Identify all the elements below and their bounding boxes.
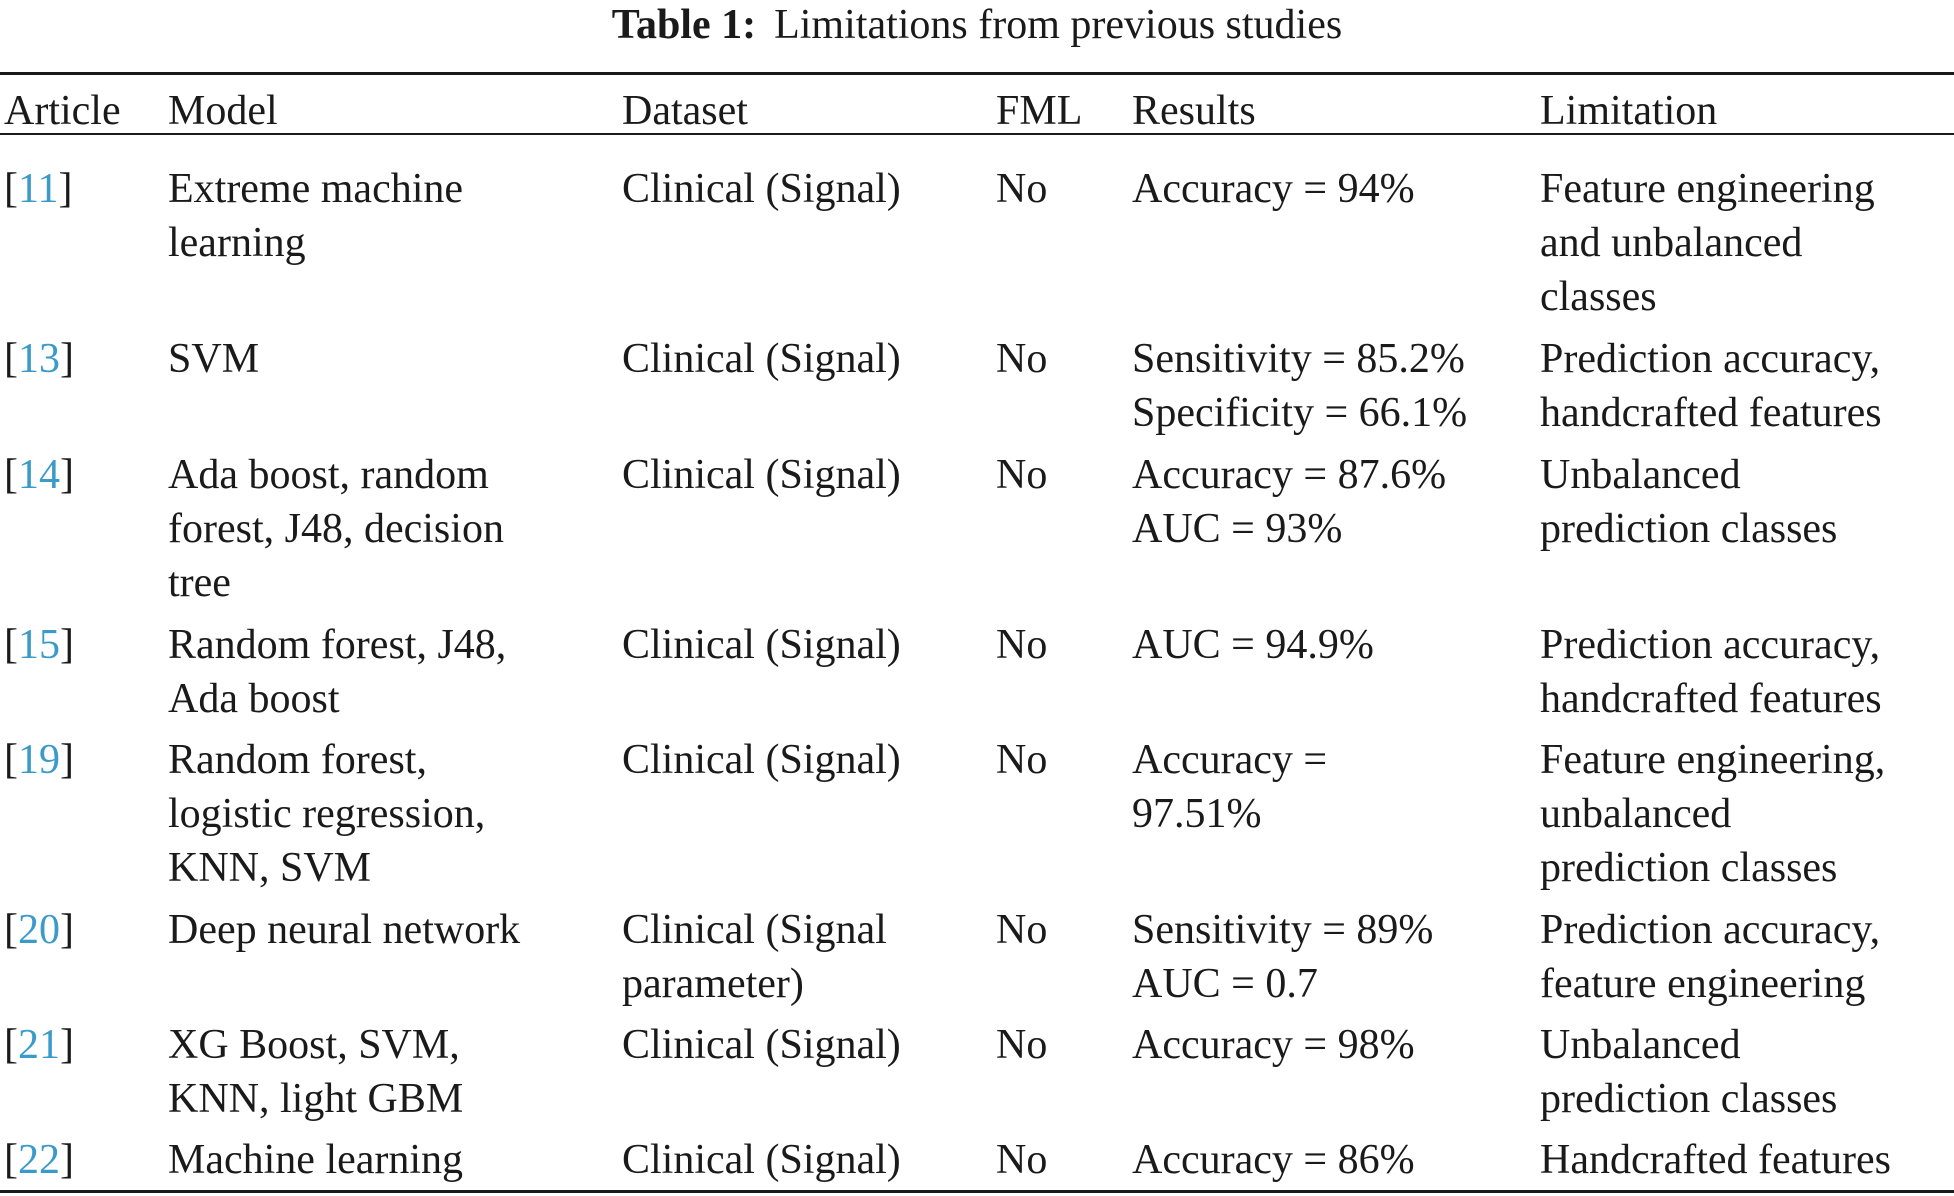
table-row-2-model: Ada boost, random forest, J48, decision … [168, 452, 504, 606]
table-row-0-model: Extreme machine learning [168, 166, 464, 266]
citation-link[interactable]: 15 [18, 622, 60, 668]
header-dataset: Dataset [622, 88, 748, 134]
table-row-4-model: Random forest, logistic regression, KNN,… [168, 737, 486, 891]
table-row-7-fml: No [996, 1137, 1048, 1183]
table-caption-title: Limitations from previous studies [774, 2, 1343, 48]
table-row-4-limitation: Feature engineering, unbalanced predicti… [1540, 737, 1886, 891]
citation-link[interactable]: 19 [18, 737, 60, 783]
table-row-5-article: [20] [4, 907, 74, 953]
table-row-6-dataset: Clinical (Signal) [622, 1022, 901, 1068]
citation-link[interactable]: 21 [18, 1022, 60, 1068]
header-limitation: Limitation [1540, 88, 1718, 134]
table-row-1-results: Sensitivity = 85.2% Specificity = 66.1% [1132, 336, 1468, 436]
table-row-0-results: Accuracy = 94% [1132, 166, 1415, 212]
table-row-0-fml: No [996, 166, 1048, 212]
table-row-2-results: Accuracy = 87.6% AUC = 93% [1132, 452, 1447, 552]
table-row-3-dataset: Clinical (Signal) [622, 622, 901, 668]
citation-link[interactable]: 13 [18, 336, 60, 382]
table-row-3-model: Random forest, J48, Ada boost [168, 622, 507, 722]
table-row-5-results: Sensitivity = 89% AUC = 0.7 [1132, 907, 1434, 1007]
table-row-7-limitation: Handcrafted features [1540, 1137, 1891, 1183]
citation-link[interactable]: 20 [18, 907, 60, 953]
table-row-3-limitation: Prediction accuracy, handcrafted feature… [1540, 622, 1882, 722]
table-row-3-fml: No [996, 622, 1048, 668]
table-row-6-results: Accuracy = 98% [1132, 1022, 1415, 1068]
table-row-1-model: SVM [168, 336, 260, 382]
table-row-3-results: AUC = 94.9% [1132, 622, 1374, 668]
table-row-6-article: [21] [4, 1022, 74, 1068]
table-caption-label: Table 1: [611, 2, 757, 48]
header-fml: FML [996, 88, 1083, 134]
table-row-3-article: [15] [4, 622, 74, 668]
header-model: Model [168, 88, 278, 134]
table-row-2-fml: No [996, 452, 1048, 498]
table-row-0-article: [11] [4, 166, 73, 212]
table-row-5-dataset: Clinical (Signal parameter) [622, 907, 887, 1007]
citation-link[interactable]: 22 [18, 1137, 60, 1183]
table-row-7-article: [22] [4, 1137, 74, 1183]
citation-link[interactable]: 11 [18, 166, 59, 212]
table-row-6-limitation: Unbalanced prediction classes [1540, 1022, 1838, 1122]
table-row-0-limitation: Feature engineering and unbalanced class… [1540, 166, 1875, 320]
table-row-7-model: Machine learning [168, 1137, 464, 1183]
bottom-rule [0, 1190, 1954, 1193]
table-row-1-limitation: Prediction accuracy, handcrafted feature… [1540, 336, 1882, 436]
table-row-1-fml: No [996, 336, 1048, 382]
header-results: Results [1132, 88, 1256, 134]
table-row-0-dataset: Clinical (Signal) [622, 166, 901, 212]
table-row-2-dataset: Clinical (Signal) [622, 452, 901, 498]
table-row-4-fml: No [996, 737, 1048, 783]
table-row-2-article: [14] [4, 452, 74, 498]
table-row-1-dataset: Clinical (Signal) [622, 336, 901, 382]
table-row-5-limitation: Prediction accuracy, feature engineering [1540, 907, 1881, 1007]
table-row-6-fml: No [996, 1022, 1048, 1068]
table-row-7-results: Accuracy = 86% [1132, 1137, 1415, 1183]
table-caption: Table 1: Limitations from previous studie… [0, 0, 1954, 50]
header-article: Article [4, 88, 121, 134]
table-row-2-limitation: Unbalanced prediction classes [1540, 452, 1838, 552]
top-rule [0, 72, 1954, 75]
table-row-4-dataset: Clinical (Signal) [622, 737, 901, 783]
header-rule [0, 133, 1954, 135]
table-row-4-article: [19] [4, 737, 74, 783]
table-row-4-results: Accuracy = 97.51% [1132, 737, 1328, 837]
table-row-5-model: Deep neural network [168, 907, 521, 953]
table-row-6-model: XG Boost, SVM, KNN, light GBM [168, 1022, 464, 1122]
citation-link[interactable]: 14 [18, 452, 60, 498]
table-row-1-article: [13] [4, 336, 74, 382]
table-row-7-dataset: Clinical (Signal) [622, 1137, 901, 1183]
table-row-5-fml: No [996, 907, 1048, 953]
